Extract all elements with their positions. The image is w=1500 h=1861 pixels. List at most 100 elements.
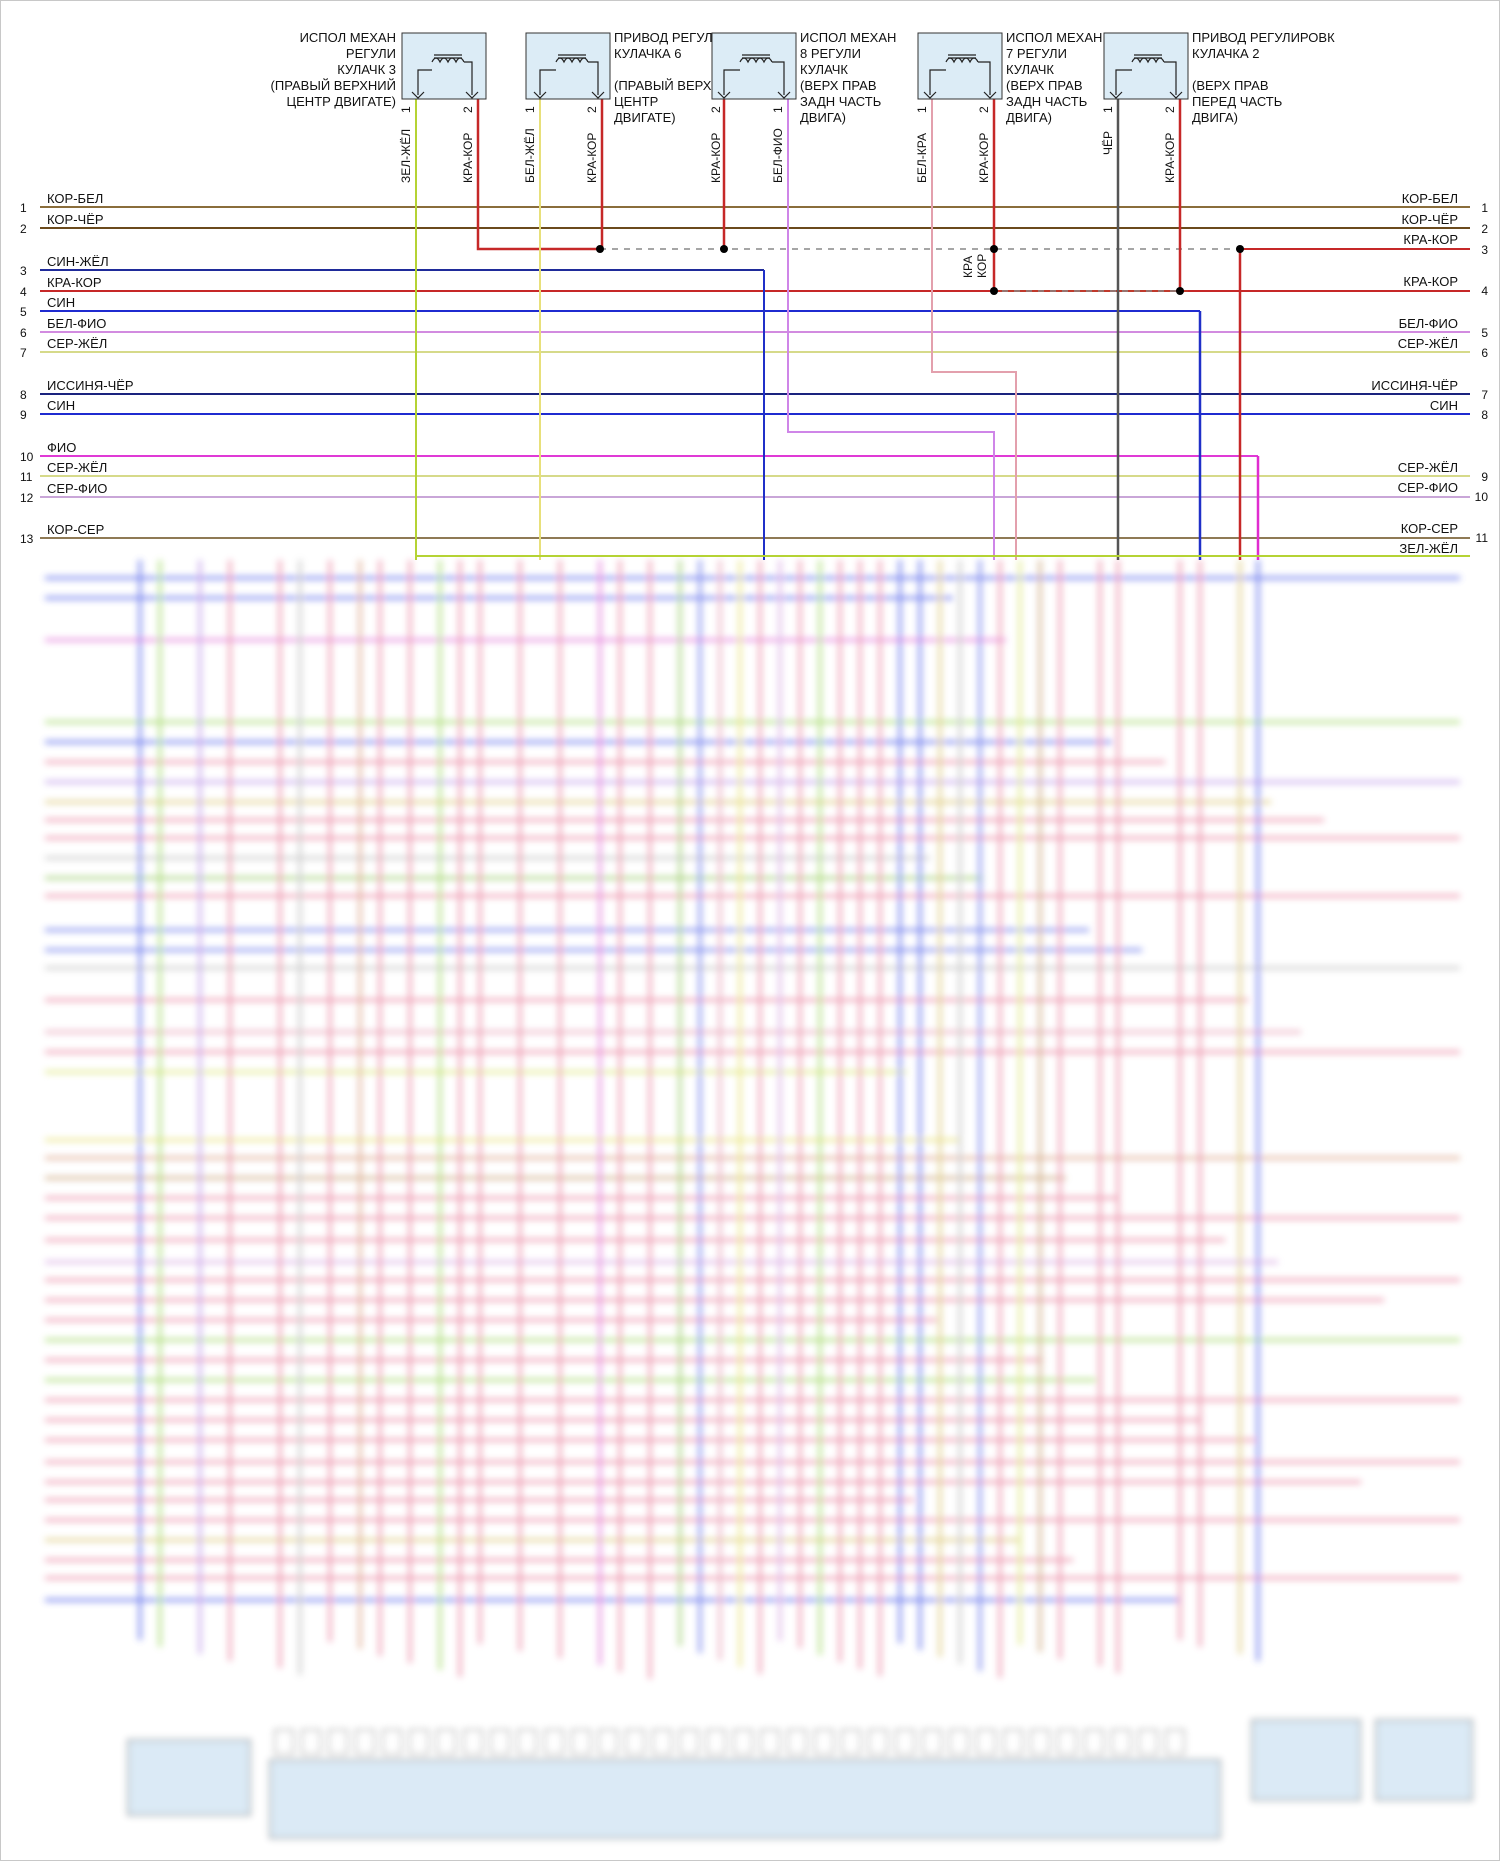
right-row-label: БЕЛ-ФИО	[1399, 316, 1458, 331]
ecm-pin	[1030, 1729, 1050, 1755]
c8-title-2: КУЛАЧК	[800, 62, 848, 77]
coil-icon	[411, 54, 479, 99]
wire-c3-pin2	[476, 99, 600, 251]
right-row-num: 8	[1481, 408, 1488, 422]
right-row-num: 1	[1481, 201, 1488, 215]
ecm-pin	[274, 1729, 294, 1755]
right-row-num: 6	[1481, 346, 1488, 360]
left-row-label: СЕР-ЖЁЛ	[47, 336, 107, 351]
left-row-num: 13	[20, 532, 34, 546]
c7-title-4: ЗАДН ЧАСТЬ	[1006, 94, 1087, 109]
ecm-pin	[1003, 1729, 1023, 1755]
right-row-num: 5	[1481, 326, 1488, 340]
module-left	[127, 1739, 251, 1816]
sensor-1	[1251, 1719, 1361, 1801]
right-row-num: 2	[1481, 222, 1488, 236]
left-row-label: СЕР-ФИО	[47, 481, 107, 496]
splice-dot	[990, 287, 998, 295]
right-row-label: КОР-СЕР	[1401, 521, 1458, 536]
c2-title-5: ДВИГА)	[1192, 110, 1238, 125]
left-row-label: СЕР-ЖЁЛ	[47, 460, 107, 475]
c7-title-3: (ВЕРХ ПРАВ	[1006, 78, 1083, 93]
c2-pin2-num: 2	[1163, 106, 1177, 113]
c7-pin2-wire: КРА-КОР	[977, 133, 991, 183]
c2-title-4: ПЕРЕД ЧАСТЬ	[1192, 94, 1282, 109]
component-layer: ИСПОЛ МЕХАН РЕГУЛИ КУЛАЧК 3 (ПРАВЫЙ ВЕРХ…	[271, 30, 1336, 278]
c6-pin2-num: 2	[585, 106, 599, 113]
ecm-pin	[1138, 1729, 1158, 1755]
wire-c7-pin1	[931, 99, 1017, 560]
cam-actuator-3: ИСПОЛ МЕХАН РЕГУЛИ КУЛАЧК 3 (ПРАВЫЙ ВЕРХ…	[271, 30, 487, 183]
right-connector-labels: КОР-БЕЛ 1 КОР-ЧЁР 2 КРА-КОР 3 КРА-КОР 4 …	[1371, 191, 1488, 556]
splice-dot	[1176, 287, 1184, 295]
right-row-label: КОР-БЕЛ	[1402, 191, 1458, 206]
right-row-label: СИН	[1430, 398, 1458, 413]
left-connector-labels: 1 КОР-БЕЛ 2 КОР-ЧЁР 3 СИН-ЖЁЛ 4 КРА-КОР …	[20, 191, 134, 546]
ecm-pin	[814, 1729, 834, 1755]
c7-pin1-num: 1	[915, 106, 929, 113]
right-row-label: КОР-ЧЁР	[1401, 212, 1458, 227]
left-row-num: 6	[20, 326, 27, 340]
right-row-label: СЕР-ЖЁЛ	[1398, 336, 1458, 351]
splice-label-2: КОР	[975, 254, 989, 278]
ecm-pin	[895, 1729, 915, 1755]
coil-icon	[1109, 54, 1183, 99]
splice-dot	[720, 245, 728, 253]
cam-actuator-6: ПРИВОД РЕГУЛИРОВК КУЛАЧКА 6 (ПРАВЫЙ ВЕРХ…	[523, 30, 757, 183]
c8-pin2-num: 2	[709, 106, 723, 113]
left-row-num: 1	[20, 201, 27, 215]
splice-dot	[1236, 245, 1244, 253]
c7-title-2: КУЛАЧК	[1006, 62, 1054, 77]
c2-pin2-wire: КРА-КОР	[1163, 133, 1177, 183]
c8-title-4: ЗАДН ЧАСТЬ	[800, 94, 881, 109]
right-row-num: 9	[1481, 470, 1488, 484]
ecm-pin	[436, 1729, 456, 1755]
ecm-pin	[328, 1729, 348, 1755]
cam-actuator-7: ИСПОЛ МЕХАН 7 РЕГУЛИ КУЛАЧК (ВЕРХ ПРАВ З…	[915, 30, 1102, 183]
splice-dot	[596, 245, 604, 253]
c7-pin1-wire: БЕЛ-КРА	[915, 133, 929, 183]
c6-title-5: ДВИГАТЕ)	[614, 110, 676, 125]
c7-pin2-num: 2	[977, 106, 991, 113]
right-row-num: 11	[1476, 531, 1489, 545]
left-row-num: 11	[20, 470, 33, 484]
ecm-pin	[787, 1729, 807, 1755]
ecm-pin	[1111, 1729, 1131, 1755]
ecm-pin	[679, 1729, 699, 1755]
ecm-pin	[490, 1729, 510, 1755]
right-row-num: 7	[1481, 388, 1488, 402]
c7-title-1: 7 РЕГУЛИ	[1006, 46, 1067, 61]
c3-pin1-num: 1	[399, 106, 413, 113]
c8-title-5: ДВИГА)	[800, 110, 846, 125]
blurred-lower-region	[45, 560, 1473, 1839]
ecm-pin	[976, 1729, 996, 1755]
ecm-pin	[1057, 1729, 1077, 1755]
cam-actuator-2: ПРИВОД РЕГУЛИРОВК КУЛАЧКА 2 (ВЕРХ ПРАВ П…	[1101, 30, 1335, 183]
ecm-pin	[706, 1729, 726, 1755]
ecm-pin	[301, 1729, 321, 1755]
c8-pin2-wire: КРА-КОР	[709, 133, 723, 183]
left-row-label: СИН	[47, 398, 75, 413]
left-row-num: 5	[20, 305, 27, 319]
right-row-num: 10	[1475, 490, 1489, 504]
c3-title-4: ЦЕНТР ДВИГАТЕ)	[287, 94, 396, 109]
ecm-pin	[1165, 1729, 1185, 1755]
c3-pin2-wire: КРА-КОР	[461, 133, 475, 183]
left-row-label: ФИО	[47, 440, 76, 455]
right-row-num: 3	[1481, 243, 1488, 257]
left-row-label: КОР-ЧЁР	[47, 212, 104, 227]
left-row-num: 12	[20, 491, 34, 505]
c6-title-4: ЦЕНТР	[614, 94, 658, 109]
left-row-label: СИН-ЖЁЛ	[47, 254, 109, 269]
ecm-pin	[1084, 1729, 1104, 1755]
c6-title-3: (ПРАВЫЙ ВЕРХНИЙ	[614, 78, 739, 93]
c8-title-0: ИСПОЛ МЕХАН	[800, 30, 896, 45]
c3-title-3: (ПРАВЫЙ ВЕРХНИЙ	[271, 78, 396, 93]
coil-icon	[533, 54, 605, 99]
left-row-num: 8	[20, 388, 27, 402]
ecm-pin	[922, 1729, 942, 1755]
left-row-label: ИССИНЯ-ЧЁР	[47, 378, 134, 393]
c7-title-5: ДВИГА)	[1006, 110, 1052, 125]
c6-pin1-num: 1	[523, 106, 537, 113]
ecm-pin	[733, 1729, 753, 1755]
